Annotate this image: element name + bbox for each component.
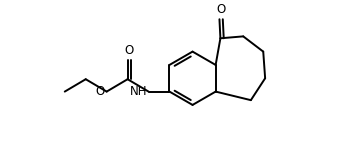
Text: O: O: [125, 44, 134, 57]
Text: NH: NH: [130, 85, 148, 98]
Text: O: O: [96, 85, 105, 98]
Text: O: O: [217, 3, 226, 16]
